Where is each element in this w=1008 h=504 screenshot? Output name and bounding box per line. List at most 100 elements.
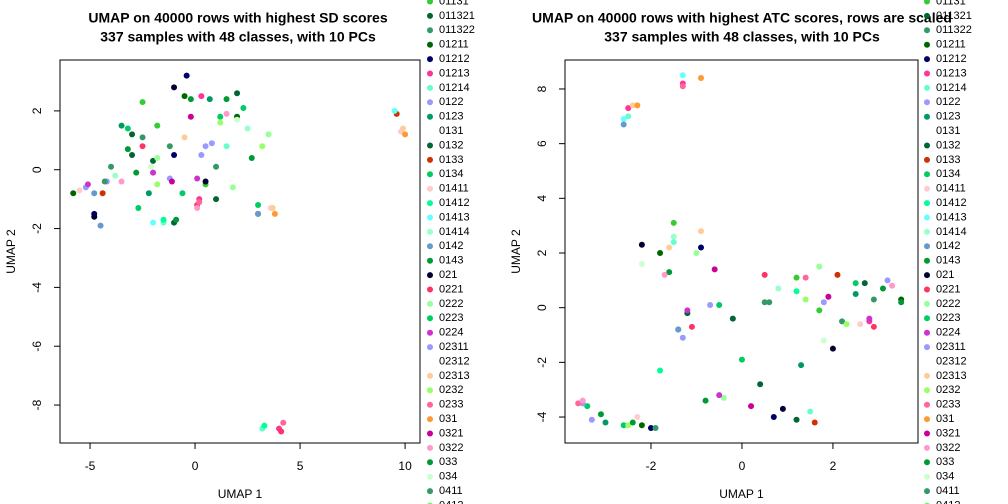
point	[99, 190, 106, 197]
point	[620, 121, 627, 128]
point	[187, 96, 194, 103]
point	[779, 405, 786, 412]
legend-label: 0222	[439, 298, 463, 310]
legend-label: 0223	[936, 312, 960, 324]
point	[625, 422, 632, 429]
point	[852, 280, 859, 287]
point	[634, 414, 641, 421]
y-tick-label: -2	[30, 223, 44, 234]
legend-marker	[924, 200, 930, 207]
point	[139, 134, 146, 141]
point	[698, 244, 705, 251]
legend-label: 01412	[936, 197, 967, 209]
legend-marker	[427, 344, 433, 351]
point	[271, 210, 278, 217]
legend-marker	[427, 444, 433, 451]
point	[761, 271, 768, 278]
point	[255, 210, 262, 217]
legend-marker	[924, 228, 930, 235]
point	[171, 152, 178, 159]
point	[657, 250, 664, 257]
legend-label: 0322	[936, 442, 960, 454]
point	[584, 403, 591, 410]
legend-marker	[924, 0, 930, 5]
point	[729, 315, 736, 322]
point	[160, 216, 167, 223]
point	[825, 293, 832, 300]
legend-label: 011322	[439, 24, 475, 36]
legend-label: 0224	[936, 327, 960, 339]
legend-marker	[427, 142, 433, 149]
point	[97, 222, 104, 229]
point	[91, 190, 98, 197]
point	[816, 263, 823, 270]
legend-marker	[427, 99, 433, 106]
point	[770, 414, 777, 421]
legend-marker	[924, 243, 930, 250]
legend-marker	[924, 286, 930, 293]
point	[579, 397, 586, 404]
legend-marker	[427, 329, 433, 336]
point	[118, 178, 125, 185]
legend-marker	[427, 286, 433, 293]
point	[183, 72, 190, 79]
point	[234, 90, 241, 97]
point	[620, 116, 627, 123]
legend-marker	[427, 387, 433, 394]
point	[108, 163, 115, 170]
legend-marker	[427, 315, 433, 322]
legend-marker	[924, 444, 930, 451]
legend-label: 0222	[936, 298, 960, 310]
legend-marker	[427, 358, 433, 365]
point	[657, 367, 664, 374]
point	[202, 178, 209, 185]
legend-label: 01414	[439, 226, 470, 238]
y-tick-label: 8	[535, 85, 549, 92]
legend-marker	[924, 27, 930, 34]
point	[675, 326, 682, 333]
point	[196, 199, 203, 206]
point	[666, 269, 673, 276]
y-axis-label: UMAP 2	[509, 229, 523, 274]
point	[173, 216, 180, 223]
point	[647, 424, 654, 431]
legend-marker	[924, 473, 930, 480]
legend-marker	[427, 27, 433, 34]
legend-label: 0122	[439, 96, 463, 108]
legend-label: 02313	[439, 370, 470, 382]
legend-label: 0134	[439, 168, 463, 180]
y-tick-label: 0	[30, 166, 44, 173]
point	[839, 318, 846, 325]
legend-label: 021	[439, 269, 457, 281]
legend-label: 0142	[439, 240, 463, 252]
plot-frame	[564, 59, 919, 444]
point	[217, 119, 224, 126]
legend-label: 011322	[936, 24, 972, 36]
legend-label: 0142	[936, 240, 960, 252]
legend-label: 0131	[439, 125, 463, 137]
point	[870, 296, 877, 303]
point	[629, 419, 636, 426]
point	[150, 219, 157, 226]
point	[223, 110, 230, 117]
point	[620, 422, 627, 429]
point	[716, 301, 723, 308]
chart-title: UMAP on 40000 rows with highest SD score…	[88, 10, 387, 26]
legend-label: 0223	[439, 312, 463, 324]
legend-label: 02311	[936, 341, 966, 353]
point	[181, 134, 188, 141]
legend-label: 031	[439, 413, 457, 425]
legend-label: 0133	[936, 154, 960, 166]
legend-label: 02311	[439, 341, 469, 353]
legend-label: 0321	[936, 427, 960, 439]
legend-marker	[427, 228, 433, 235]
legend-label: 01212	[936, 53, 967, 65]
point	[748, 403, 755, 410]
point	[101, 178, 108, 185]
legend-marker	[427, 171, 433, 178]
legend-marker	[427, 0, 433, 5]
legend-label: 0233	[936, 399, 960, 411]
legend-marker	[924, 344, 930, 351]
legend-label: 034	[936, 471, 954, 483]
legend-label: 0411	[936, 485, 960, 497]
